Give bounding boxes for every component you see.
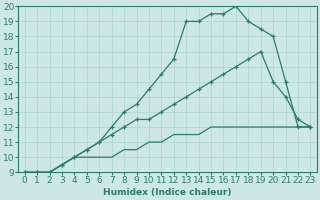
X-axis label: Humidex (Indice chaleur): Humidex (Indice chaleur) xyxy=(103,188,232,197)
